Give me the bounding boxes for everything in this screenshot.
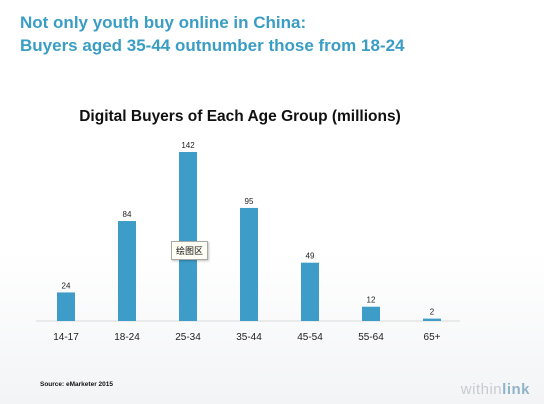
data-label-45-54: 49 [306, 252, 315, 261]
data-label-65+: 2 [430, 308, 435, 317]
x-tick-label-65+: 65+ [424, 332, 441, 343]
plot-area-tooltip: 绘图区 [171, 241, 209, 260]
data-label-25-34: 142 [181, 141, 195, 150]
logo-text-part-2: link [502, 381, 530, 398]
bar-45-54 [301, 262, 319, 321]
data-label-18-24: 84 [123, 210, 132, 219]
x-tick-label-35-44: 35-44 [236, 332, 262, 343]
bar-35-44 [240, 207, 258, 321]
x-tick-label-25-34: 25-34 [175, 332, 201, 343]
headline-line-2: Buyers aged 35-44 outnumber those from 1… [20, 36, 405, 55]
bar-25-34 [179, 152, 197, 321]
chart-title: Digital Buyers of Each Age Group (millio… [79, 108, 401, 125]
logo-text-part-1: within [460, 381, 503, 398]
bar-55-64 [362, 306, 380, 321]
x-tick-label-18-24: 18-24 [114, 332, 140, 343]
bar-14-17 [57, 292, 75, 321]
x-tick-label-14-17: 14-17 [53, 332, 79, 343]
data-label-35-44: 95 [245, 197, 254, 206]
bar-18-24 [118, 221, 136, 321]
x-tick-label-55-64: 55-64 [358, 332, 384, 343]
data-label-14-17: 24 [62, 281, 71, 290]
withinlink-logo: withinlink [461, 381, 530, 398]
headline: Not only youth buy online in China: Buye… [20, 11, 405, 57]
bar-65+ [423, 318, 441, 321]
source-note: Source: eMarketer 2015 [40, 381, 113, 388]
data-label-55-64: 12 [367, 296, 376, 305]
headline-line-1: Not only youth buy online in China: [20, 13, 307, 32]
x-tick-label-45-54: 45-54 [297, 332, 323, 343]
bars-group: 24 14-17 84 18-24 142 25-34 95 35-44 49 45-54 12 55… [53, 141, 441, 343]
